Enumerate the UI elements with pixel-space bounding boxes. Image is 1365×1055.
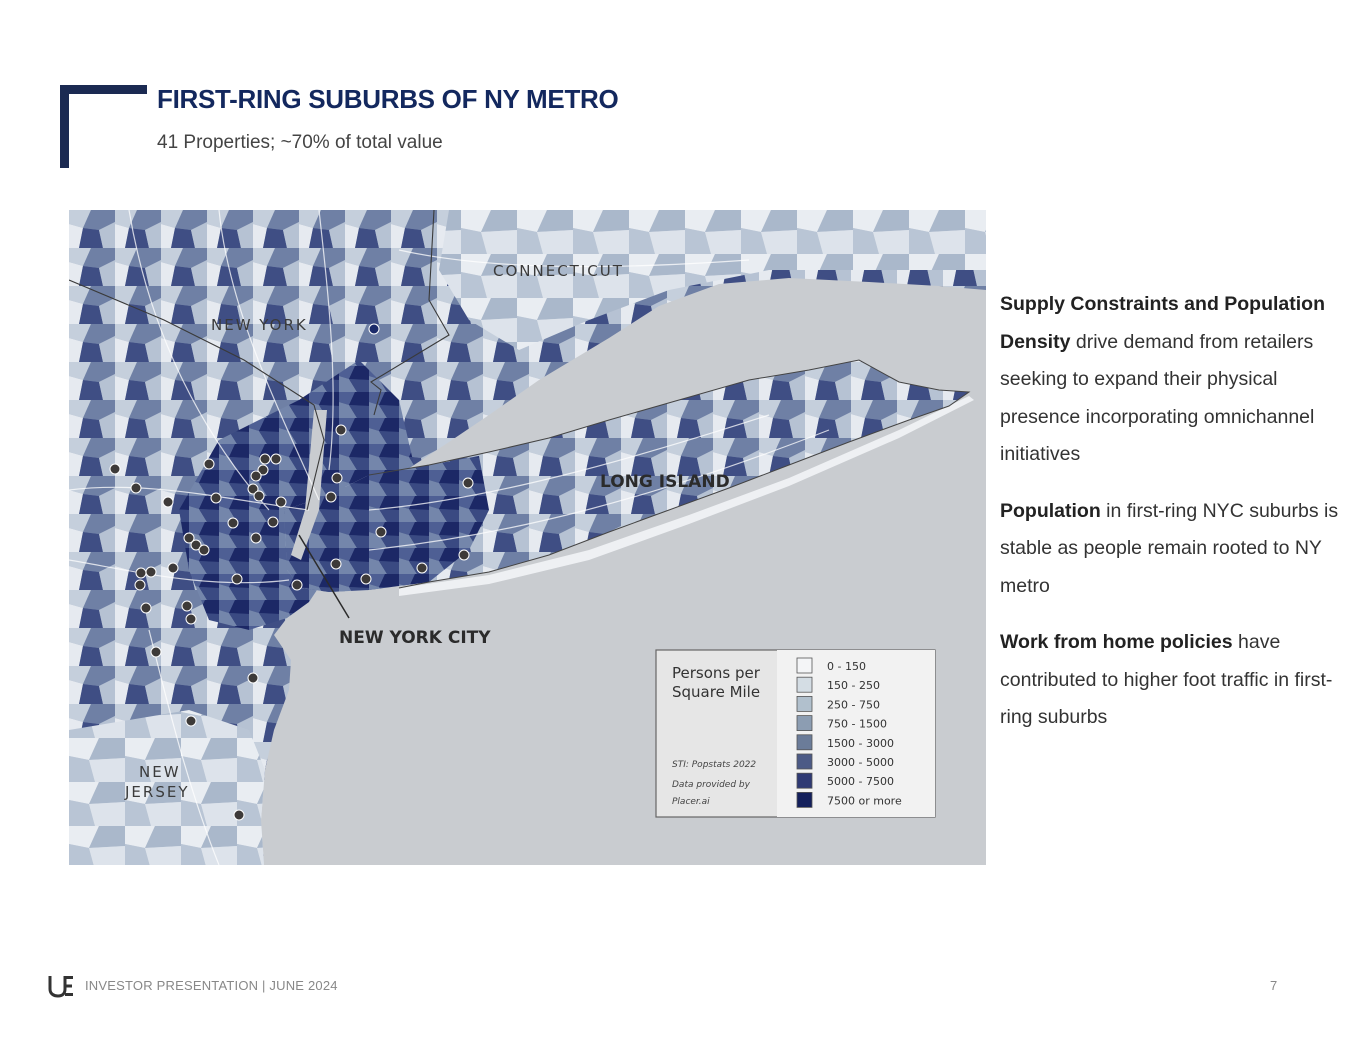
key-point-text: drive demand from retailers seeking to e… (1000, 330, 1315, 466)
legend-source-line3: Placer.ai (672, 797, 710, 807)
nyc-leader-line (298, 534, 350, 619)
property-marker (257, 464, 269, 476)
nj-low-density-region (69, 710, 265, 865)
property-marker (259, 453, 271, 465)
key-point-bold: Supply Constraints and Population Densit… (1000, 293, 1326, 353)
legend-label: 5000 - 7500 (827, 775, 894, 788)
legend-swatch (796, 734, 813, 751)
legend-swatch (796, 695, 813, 712)
property-marker (247, 672, 259, 684)
property-marker (270, 453, 282, 465)
property-marker (185, 715, 197, 727)
legend-source-line1: STI: Popstats 2022 (672, 760, 756, 770)
property-marker (462, 477, 474, 489)
property-marker (275, 496, 287, 508)
property-marker (250, 532, 262, 544)
state-borders (69, 210, 450, 511)
property-marker (253, 490, 265, 502)
company-logo (48, 976, 73, 998)
property-marker (181, 600, 193, 612)
property-marker (198, 544, 210, 556)
key-point-text: in first-ring NYC suburbs is stable as p… (1000, 499, 1339, 597)
long-island-outline (368, 359, 971, 589)
legend-swatch (796, 792, 813, 808)
property-marker (416, 562, 428, 574)
property-marker (135, 567, 147, 579)
key-point-text: have contributed to higher foot traffic … (1000, 631, 1333, 728)
legend-items: 0 - 150 150 - 250 250 - 750 750 - 1500 1500 … (796, 657, 902, 808)
property-marker (145, 566, 157, 578)
urban-core-region (179, 360, 414, 630)
property-marker (134, 579, 146, 591)
property-marker (210, 492, 222, 504)
legend-swatch (796, 676, 813, 693)
key-points: Supply Constraints and Population Densit… (1000, 286, 1350, 756)
property-marker (203, 458, 215, 470)
label-new-york-city: NEW YORK CITY (339, 628, 491, 648)
mainland-region (69, 210, 986, 865)
property-marker (250, 470, 262, 482)
property-marker (190, 539, 202, 551)
property-marker (291, 579, 303, 591)
property-marker (375, 526, 387, 538)
property-marker (335, 424, 347, 436)
property-marker (167, 562, 179, 574)
legend-label: 1500 - 3000 (827, 737, 894, 750)
label-connecticut: CONNECTICUT (493, 262, 624, 280)
key-point: Work from home policies have contributed… (1000, 624, 1350, 737)
property-marker (109, 463, 121, 475)
key-point: Population in first-ring NYC suburbs is … (1000, 493, 1350, 606)
legend-swatch (796, 772, 813, 789)
property-marker (233, 809, 245, 821)
legend-swatch (796, 753, 813, 770)
property-marker (247, 483, 259, 495)
legend-label: 3000 - 5000 (827, 756, 894, 769)
population-density-map: NEW YORK CONNECTICUT LONG ISLAND NEW YOR… (69, 210, 986, 865)
property-marker (231, 573, 243, 585)
legend-swatch (796, 715, 813, 732)
property-marker (360, 573, 372, 585)
page-subtitle: 41 Properties; ~70% of total value (157, 132, 443, 153)
property-marker (150, 646, 162, 658)
northern-low-density-region (439, 210, 986, 350)
key-point: Supply Constraints and Population Densit… (1000, 286, 1350, 474)
key-point-bold: Population (1000, 499, 1101, 522)
key-point-bold: Work from home policies (1000, 631, 1233, 653)
footer-text: INVESTOR PRESENTATION | JUNE 2024 (85, 978, 338, 993)
property-marker (330, 558, 342, 570)
property-marker (458, 549, 470, 561)
corner-accent-horizontal (60, 85, 147, 94)
legend-label: 0 - 150 (827, 660, 866, 673)
property-marker (267, 516, 279, 528)
property-marker (162, 496, 174, 508)
legend-title-line1: Persons per (672, 664, 761, 682)
property-marker (227, 517, 239, 529)
hudson-river (291, 410, 327, 560)
property-marker (325, 491, 337, 503)
legend-swatch (796, 657, 813, 674)
property-marker (331, 472, 343, 484)
page-number: 7 (1270, 978, 1278, 993)
property-marker (130, 482, 142, 494)
property-marker-accent (368, 323, 380, 335)
legend-label: 7500 or more (827, 794, 902, 807)
label-new-york: NEW YORK (211, 316, 308, 334)
legend-title-line2: Square Mile (672, 683, 760, 701)
label-long-island: LONG ISLAND (600, 472, 730, 492)
queens-brooklyn-region (284, 456, 489, 592)
property-markers (109, 424, 474, 821)
legend-label: 250 - 750 (827, 698, 880, 711)
label-new-jersey-line1: NEW (139, 763, 181, 781)
property-marker (140, 602, 152, 614)
legend-label: 150 - 250 (827, 679, 880, 692)
label-new-jersey-line2: JERSEY (124, 783, 190, 801)
page-title: FIRST-RING SUBURBS OF NY METRO (157, 84, 619, 114)
property-marker (185, 613, 197, 625)
legend-label: 750 - 1500 (827, 718, 887, 731)
legend-source-line2: Data provided by (672, 780, 751, 790)
property-marker (183, 532, 195, 544)
map-legend: Persons per Square Mile STI: Popstats 20… (655, 649, 936, 818)
corner-accent-vertical (60, 85, 69, 168)
